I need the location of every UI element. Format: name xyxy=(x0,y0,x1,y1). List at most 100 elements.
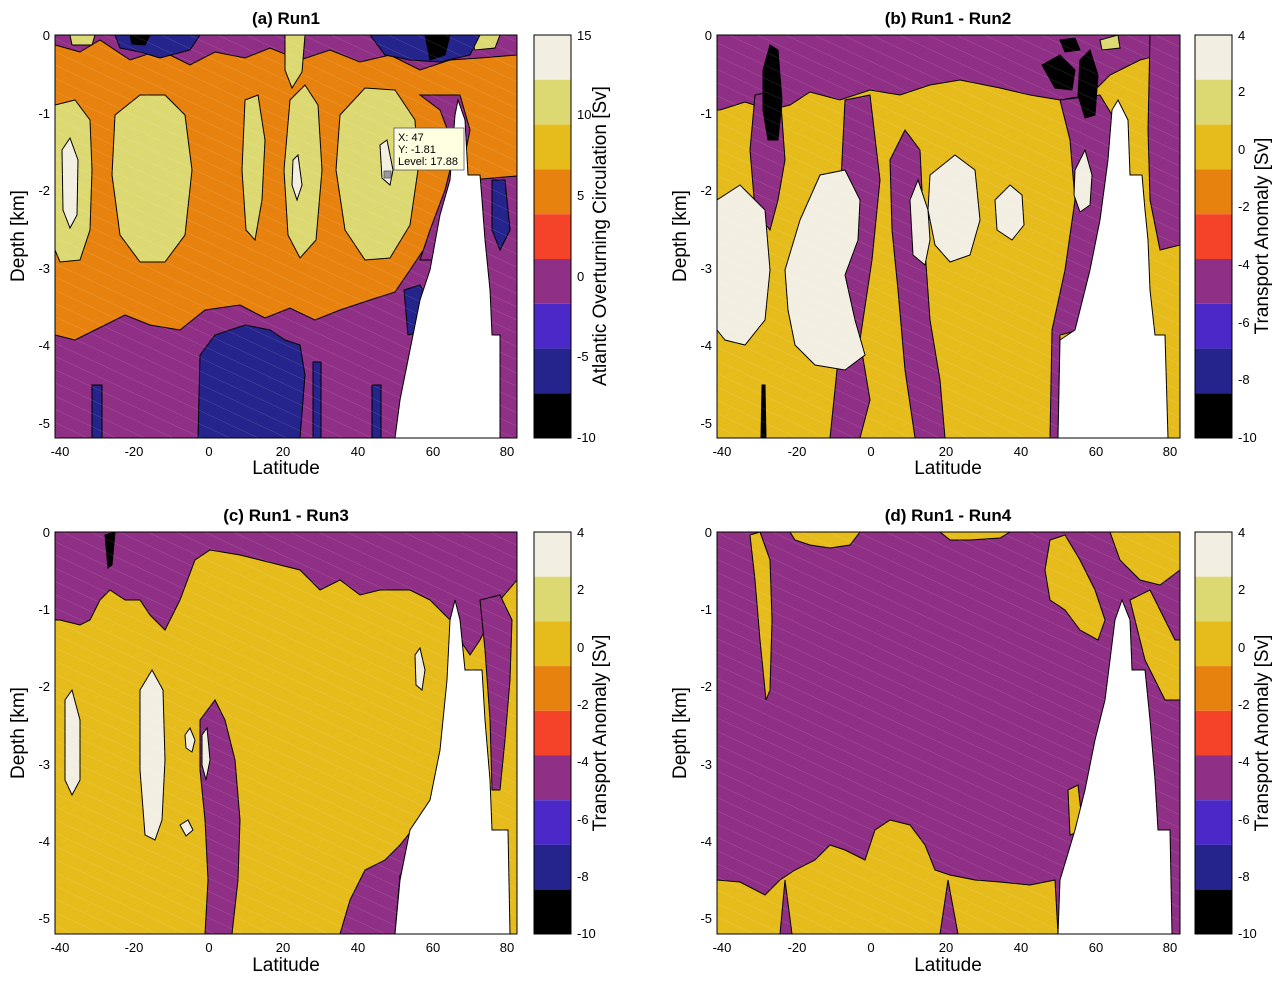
panel-c-cbar-seg-5 xyxy=(534,755,571,801)
panel-d-frame xyxy=(716,531,1181,935)
panel-a-cbar-tick-4: -5 xyxy=(577,349,589,364)
panel-d-cbar-seg-2 xyxy=(1195,621,1232,667)
panel-c-ytick-2: -2 xyxy=(38,679,50,694)
panel-a-xtick-5: 60 xyxy=(426,444,440,459)
panel-c-cbar-tick-6: -8 xyxy=(577,869,589,884)
panel-c-ytick-5: -5 xyxy=(38,911,50,926)
panel-d-x-ticks: -40 -20 0 20 40 60 80 xyxy=(713,940,1178,955)
panel-c-y-ticks: 0 -1 -2 -3 -4 -5 xyxy=(38,525,50,926)
panel-c-cbar-seg-3 xyxy=(534,666,571,711)
panel-c-xtick-6: 80 xyxy=(500,940,514,955)
panel-c-ytick-4: -4 xyxy=(38,834,50,849)
panel-a-cbar-seg-6 xyxy=(534,303,571,349)
panel-a-cbar-seg-4 xyxy=(534,214,571,259)
panel-b-ytick-2: -2 xyxy=(700,183,712,198)
panel-b-cbar-tick-2: 0 xyxy=(1238,142,1245,157)
panel-d-cbar-seg-3 xyxy=(1195,666,1232,711)
panel-d-hatch-overlay xyxy=(717,532,1180,934)
panel-a-xtick-3: 20 xyxy=(276,444,290,459)
panel-a-cbar-tick-1: 10 xyxy=(577,107,591,122)
panel-c-cbar-seg-2 xyxy=(534,621,571,667)
panel-d-cbar-tick-0: 4 xyxy=(1238,525,1245,540)
panel-d-plot-area[interactable] xyxy=(717,532,1180,934)
panel-a-frame xyxy=(54,34,518,439)
panel-d-ytick-5: -5 xyxy=(700,911,712,926)
panel-a-cbar-seg-2 xyxy=(534,124,571,170)
panel-b-x-axis-label: Latitude xyxy=(914,458,982,479)
panel-d-x-axis-label: Latitude xyxy=(914,955,982,976)
panel-c-xtick-1: -20 xyxy=(125,940,144,955)
panel-a-ytick-1: -1 xyxy=(38,106,50,121)
panel-a-datatip[interactable]: X: 47 Y: -1.81 Level: 17.88 xyxy=(383,127,465,179)
panel-a-xtick-1: -20 xyxy=(125,444,144,459)
panel-b-cbar-tick-6: -8 xyxy=(1238,372,1250,387)
panel-b-cbar-tick-0: 4 xyxy=(1238,28,1245,43)
panel-c-ytick-1: -1 xyxy=(38,602,50,617)
panel-d-cbar-seg-5 xyxy=(1195,755,1232,801)
panel-b-cbar-seg-8 xyxy=(1195,393,1232,438)
panel-d-cbar-tick-5: -6 xyxy=(1238,812,1250,827)
panel-b-cbar-seg-1 xyxy=(1195,79,1232,125)
panel-b-cbar-frame xyxy=(1194,34,1233,439)
panel-c-xtick-2: 0 xyxy=(205,940,212,955)
panel-b-plot-area[interactable] xyxy=(717,35,1180,438)
panel-d-ytick-0: 0 xyxy=(705,525,712,540)
panel-d-y-axis-label: Depth [km] xyxy=(670,687,691,779)
panel-a-cbar-tick-3: 0 xyxy=(577,269,584,284)
panel-b-xtick-1: -20 xyxy=(788,444,807,459)
panel-d-ytick-4: -4 xyxy=(700,834,712,849)
panel-a-xtick-2: 0 xyxy=(205,444,212,459)
panel-b-cbar-seg-7 xyxy=(1195,348,1232,394)
panel-a-plot-area[interactable] xyxy=(55,35,517,438)
panel-b-cbar-tick-3: -2 xyxy=(1238,199,1250,214)
panel-a-cbar-seg-0 xyxy=(534,35,571,80)
panel-a-cbar-seg-3 xyxy=(534,169,571,215)
panel-d-cbar-seg-7 xyxy=(1195,844,1232,890)
panel-d-cbar-tick-1: 2 xyxy=(1238,582,1245,597)
panel-c-cbar-tick-0: 4 xyxy=(577,525,584,540)
panel-d-cbar-tick-4: -4 xyxy=(1238,754,1250,769)
panel-d-cbar-tick-6: -8 xyxy=(1238,869,1250,884)
panel-b-cbar-tick-1: 2 xyxy=(1238,84,1245,99)
panel-c-cbar-tick-4: -4 xyxy=(577,754,589,769)
panel-c-cbar-tick-2: 0 xyxy=(577,640,584,655)
panel-c-ytick-3: -3 xyxy=(38,757,50,772)
panel-c-y-axis-label: Depth [km] xyxy=(8,687,29,779)
panel-d-cbar-seg-1 xyxy=(1195,576,1232,622)
panel-d-cbar-seg-4 xyxy=(1195,710,1232,756)
panel-a-colorbar: 15 10 5 0 -5 -10 xyxy=(533,28,596,445)
panel-d-xtick-1: -20 xyxy=(788,940,807,955)
panel-c-ytick-0: 0 xyxy=(43,525,50,540)
panel-d-xtick-4: 40 xyxy=(1014,940,1028,955)
panel-a-xtick-4: 40 xyxy=(351,444,365,459)
panel-d-ytick-2: -2 xyxy=(700,679,712,694)
panel-b-ytick-4: -4 xyxy=(700,338,712,353)
panel-c-cbar-tick-7: -10 xyxy=(577,926,596,941)
panel-d-cbar-tick-3: -2 xyxy=(1238,697,1250,712)
panel-a-hatch-overlay xyxy=(55,35,517,438)
panel-a-cbar-tick-5: -10 xyxy=(577,430,596,445)
panel-b: (b) Run1 - Run2 xyxy=(670,9,1273,479)
panel-d-title: (d) Run1 - Run4 xyxy=(885,506,1012,525)
panel-a-ytick-4: -4 xyxy=(38,338,50,353)
panel-d-y-ticks: 0 -1 -2 -3 -4 -5 xyxy=(700,525,712,926)
panel-b-colorbar-label: Transport Anomaly [Sv] xyxy=(1252,138,1273,335)
panel-b-y-axis-label: Depth [km] xyxy=(670,190,691,282)
panel-a-ytick-5: -5 xyxy=(38,416,50,431)
panel-a-ytick-0: 0 xyxy=(43,28,50,43)
panel-a-cbar-seg-8 xyxy=(534,393,571,438)
panel-b-y-ticks: 0 -1 -2 -3 -4 -5 xyxy=(700,28,712,431)
panel-b-ytick-5: -5 xyxy=(700,416,712,431)
panel-a-datatip-marker[interactable] xyxy=(383,170,392,179)
panel-b-title: (b) Run1 - Run2 xyxy=(885,9,1012,28)
panel-c-hatch-overlay xyxy=(55,532,517,934)
panel-c-cbar-tick-1: 2 xyxy=(577,582,584,597)
panel-c-cbar-tick-5: -6 xyxy=(577,812,589,827)
panel-b-cbar-seg-2 xyxy=(1195,124,1232,170)
panel-c-plot-area[interactable] xyxy=(55,532,517,934)
panel-c-cbar-tick-3: -2 xyxy=(577,697,589,712)
panel-c-cbar-seg-7 xyxy=(534,844,571,890)
panel-a-cbar-seg-7 xyxy=(534,348,571,394)
panel-a-cbar-seg-5 xyxy=(534,259,571,304)
panel-a: (a) Run1 xyxy=(8,9,611,479)
